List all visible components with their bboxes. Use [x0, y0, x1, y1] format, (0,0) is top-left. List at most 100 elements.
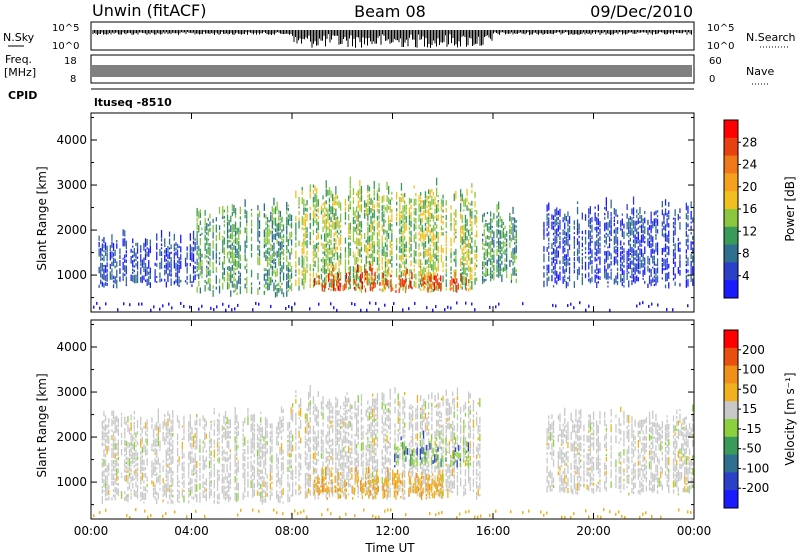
range-cell	[455, 209, 457, 218]
range-cell	[263, 251, 265, 258]
range-cell	[317, 232, 319, 240]
range-cell	[395, 290, 397, 293]
range-cell	[557, 274, 559, 281]
range-cell	[468, 202, 470, 205]
range-cell	[644, 226, 646, 234]
range-cell	[288, 421, 291, 429]
range-cell	[378, 202, 380, 208]
range-cell	[201, 227, 203, 231]
range-cell	[615, 245, 617, 249]
range-cell	[189, 274, 191, 284]
range-cell	[360, 285, 363, 293]
range-cell	[375, 418, 377, 421]
range-cell	[156, 422, 158, 431]
range-cell	[576, 206, 579, 215]
range-cell	[485, 261, 487, 266]
range-cell	[411, 286, 413, 290]
range-cell	[543, 265, 545, 270]
range-cell	[146, 419, 148, 426]
range-cell	[391, 247, 393, 251]
range-cell	[373, 180, 375, 190]
range-cell	[597, 256, 599, 260]
range-cell	[298, 196, 300, 206]
range-cell	[378, 187, 380, 192]
range-cell	[140, 464, 142, 474]
range-cell	[344, 435, 347, 444]
range-cell	[228, 257, 230, 263]
range-cell	[354, 227, 356, 232]
range-cell	[269, 423, 271, 429]
range-cell	[228, 283, 230, 289]
range-cell	[644, 217, 646, 224]
range-cell	[260, 423, 262, 426]
range-cell	[493, 213, 495, 220]
range-cell	[335, 432, 337, 440]
range-cell	[442, 275, 444, 283]
range-cell	[112, 420, 115, 425]
range-cell	[286, 225, 288, 230]
range-cell	[591, 224, 593, 233]
range-cell	[231, 265, 233, 271]
range-cell	[413, 265, 415, 267]
range-cell	[314, 431, 316, 435]
range-cell	[170, 467, 172, 474]
range-cell	[368, 444, 371, 448]
range-cell	[178, 456, 180, 462]
range-cell	[554, 229, 556, 235]
range-cell	[685, 239, 687, 246]
range-cell	[428, 200, 430, 205]
range-cell	[167, 481, 169, 488]
range-cell	[376, 202, 379, 208]
range-cell	[165, 449, 167, 459]
range-cell	[690, 201, 692, 209]
range-cell	[483, 248, 485, 250]
range-cell	[490, 225, 492, 230]
range-cell	[228, 239, 230, 243]
y-tick-label: 1000	[56, 268, 87, 282]
range-cell	[330, 456, 332, 461]
range-cell	[372, 430, 374, 438]
range-cell	[628, 235, 630, 238]
range-cell	[463, 224, 465, 232]
range-cell	[170, 488, 172, 497]
range-cell	[605, 259, 607, 263]
range-cell	[476, 254, 478, 259]
range-cell	[301, 278, 303, 286]
range-cell	[474, 253, 476, 260]
range-cell	[178, 500, 180, 504]
range-cell	[565, 236, 567, 246]
range-cell	[295, 442, 297, 445]
range-cell	[289, 274, 291, 283]
range-cell	[146, 448, 148, 456]
range-cell	[415, 208, 417, 216]
range-cell	[237, 465, 239, 473]
range-cell	[308, 430, 310, 436]
range-cell	[368, 423, 371, 433]
range-cell	[116, 443, 118, 450]
range-cell	[581, 276, 583, 285]
range-cell	[287, 439, 289, 443]
range-cell	[546, 247, 548, 252]
range-cell	[428, 275, 431, 281]
range-cell	[162, 499, 164, 503]
range-cell	[469, 203, 471, 206]
range-cell	[191, 436, 193, 441]
range-cell	[328, 288, 330, 290]
range-cell	[265, 250, 267, 255]
range-cell	[360, 408, 363, 416]
range-cell	[565, 267, 567, 273]
range-cell	[650, 243, 652, 249]
range-cell	[666, 252, 668, 255]
range-cell	[140, 451, 142, 456]
range-cell	[552, 266, 555, 271]
range-cell	[461, 272, 463, 275]
range-cell	[218, 225, 221, 230]
range-cell	[370, 441, 372, 450]
range-cell	[117, 439, 119, 447]
range-cell	[613, 208, 615, 215]
range-cell	[231, 247, 233, 256]
range-cell	[290, 459, 292, 464]
range-cell	[312, 272, 315, 278]
range-cell	[368, 201, 371, 205]
range-cell	[338, 237, 340, 246]
